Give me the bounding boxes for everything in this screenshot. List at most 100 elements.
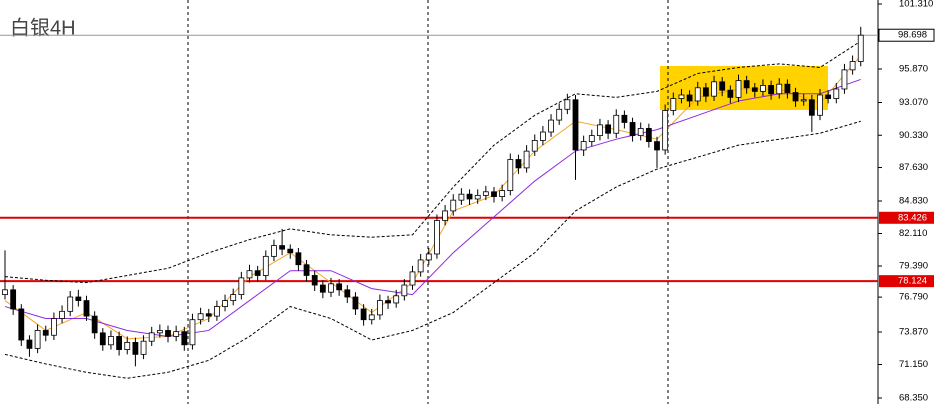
candle-body bbox=[319, 284, 326, 293]
candle-body bbox=[548, 119, 554, 133]
candle-body bbox=[523, 150, 530, 169]
candle-body bbox=[140, 340, 147, 355]
candle-body bbox=[849, 61, 856, 71]
candle-body bbox=[271, 245, 277, 257]
candle-body bbox=[613, 114, 620, 134]
candle-body bbox=[556, 108, 563, 121]
price-label-bg bbox=[878, 28, 935, 42]
candle-body bbox=[116, 336, 122, 350]
level-label: 83.426 bbox=[898, 212, 927, 223]
candle-body bbox=[425, 253, 432, 261]
y-tick-label: 82.110 bbox=[899, 228, 927, 239]
candle-body bbox=[694, 87, 701, 102]
candle-body bbox=[662, 110, 669, 151]
candle-body bbox=[531, 139, 538, 152]
candle-body bbox=[303, 264, 310, 276]
candle-body bbox=[442, 210, 449, 221]
candle-body bbox=[67, 296, 74, 312]
candle-body bbox=[629, 122, 636, 137]
candle-body bbox=[825, 94, 832, 99]
candle-body bbox=[368, 314, 375, 321]
chart-title: 白银4H bbox=[10, 16, 76, 39]
candle-body bbox=[507, 159, 514, 192]
candle-body bbox=[751, 87, 758, 92]
candle-body bbox=[173, 331, 180, 337]
candle-body bbox=[686, 94, 693, 102]
candle-body bbox=[637, 128, 644, 137]
candle-body bbox=[474, 194, 481, 200]
candle-body bbox=[91, 315, 98, 334]
price-label: 98.698 bbox=[898, 30, 927, 41]
candle-body bbox=[409, 271, 416, 286]
candle-body bbox=[311, 275, 318, 286]
candle-body bbox=[499, 190, 506, 197]
candle-body bbox=[572, 99, 579, 151]
candle-body bbox=[743, 80, 750, 89]
candle-body bbox=[401, 284, 408, 297]
y-tick-label: 73.870 bbox=[899, 327, 928, 338]
candle-body bbox=[711, 81, 717, 97]
y-tick-label: 71.150 bbox=[899, 359, 928, 370]
candle-body bbox=[434, 220, 440, 255]
indicator-line bbox=[4, 120, 861, 379]
candle-body bbox=[703, 87, 709, 97]
indicator-line bbox=[4, 55, 862, 340]
candle-body bbox=[393, 295, 400, 304]
candle-body bbox=[450, 199, 457, 212]
candle-body bbox=[841, 69, 848, 90]
candle-body bbox=[189, 319, 196, 346]
y-tick-label: 101.310 bbox=[899, 0, 933, 10]
candle-body bbox=[540, 131, 546, 141]
candle-body bbox=[328, 283, 334, 293]
candle-body bbox=[336, 283, 343, 291]
candle-body bbox=[18, 308, 25, 341]
candle-body bbox=[59, 310, 65, 319]
candle-body bbox=[580, 141, 587, 151]
candle-body bbox=[670, 98, 677, 111]
candle-body bbox=[165, 330, 171, 337]
candle-body bbox=[238, 277, 245, 295]
candle-body bbox=[148, 332, 155, 342]
candle-body bbox=[654, 141, 660, 151]
candle-body bbox=[108, 336, 114, 346]
candle-body bbox=[727, 89, 734, 98]
candle-body bbox=[466, 193, 473, 200]
y-tick-label: 95.870 bbox=[899, 64, 928, 75]
y-tick-label: 87.630 bbox=[899, 162, 928, 173]
candle-body bbox=[605, 124, 611, 134]
candle-body bbox=[645, 128, 652, 142]
candle-body bbox=[26, 339, 33, 349]
candle-body bbox=[360, 308, 367, 321]
level-label-bg bbox=[879, 275, 934, 288]
candle-body bbox=[564, 99, 571, 110]
candle-body bbox=[222, 300, 228, 307]
candle-body bbox=[735, 80, 742, 98]
candle-body bbox=[385, 300, 391, 304]
candle-body bbox=[197, 313, 204, 321]
candle-body bbox=[482, 191, 489, 196]
candle-body bbox=[376, 300, 383, 316]
candle-body bbox=[768, 85, 774, 95]
candle-body bbox=[857, 34, 864, 62]
candle-body bbox=[295, 252, 302, 266]
candle-body bbox=[279, 245, 286, 250]
candle-body bbox=[417, 259, 424, 273]
candle-body bbox=[213, 306, 220, 317]
candle-body bbox=[597, 124, 603, 137]
candle-body bbox=[817, 94, 823, 116]
indicator-line bbox=[4, 40, 862, 284]
candle-body bbox=[181, 331, 188, 346]
y-tick-label: 90.330 bbox=[899, 130, 928, 141]
candle-body bbox=[51, 318, 57, 336]
candle-body bbox=[784, 83, 791, 93]
candle-body bbox=[99, 332, 106, 346]
candle-body bbox=[344, 289, 351, 298]
candle-body bbox=[833, 88, 840, 99]
candle-body bbox=[246, 270, 253, 279]
candle-body bbox=[515, 159, 522, 169]
candle-body bbox=[776, 83, 783, 95]
candle-body bbox=[205, 313, 212, 317]
candle-body bbox=[254, 270, 261, 276]
